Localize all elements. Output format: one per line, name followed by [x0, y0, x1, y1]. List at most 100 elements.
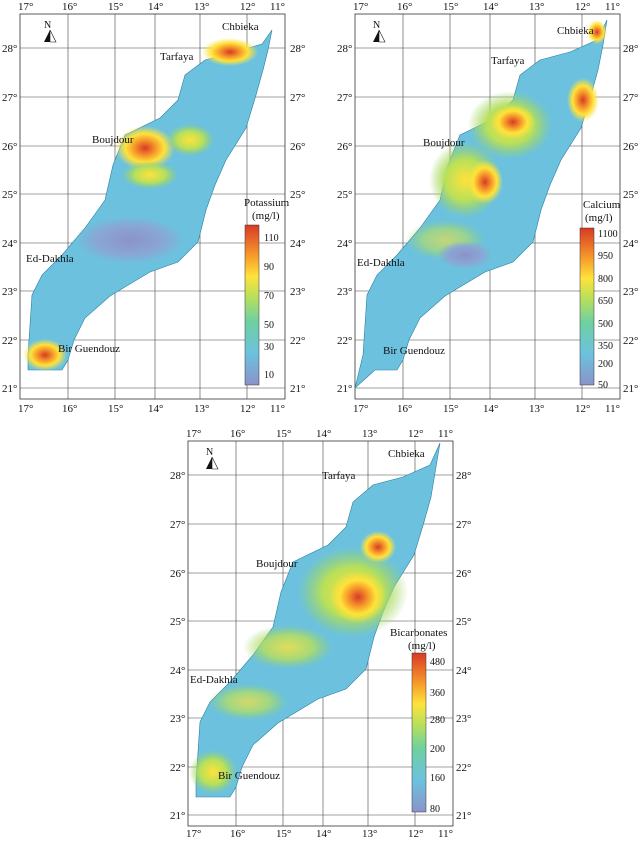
north-arrow-icon: N	[44, 20, 57, 43]
lat-label: 23°	[337, 286, 352, 298]
lon-label: 17°	[353, 1, 368, 13]
lat-label: 25°	[290, 189, 305, 201]
lon-labels-top: 17° 16° 15° 14° 13° 12° 11°	[18, 1, 285, 13]
lon-label: 16°	[230, 828, 245, 840]
lat-label: 26°	[170, 568, 185, 580]
lon-label: 14°	[148, 403, 163, 415]
lon-labels-top: 17° 16° 15° 14° 13° 12° 11°	[353, 1, 620, 13]
lon-label: 12°	[408, 428, 423, 440]
lat-label: 23°	[2, 286, 17, 298]
lat-labels-right: 28° 27° 26° 25° 24° 23° 22° 21°	[456, 470, 471, 822]
lon-labels-bottom: 17° 16° 15° 14° 13° 12° 11°	[186, 828, 453, 840]
place-tarfaya: Tarfaya	[160, 51, 194, 63]
legend-tick: 30	[264, 342, 274, 353]
lat-label: 22°	[623, 335, 638, 347]
lat-label: 28°	[2, 43, 17, 55]
lat-label: 25°	[337, 189, 352, 201]
place-chbieka: Chbieka	[557, 25, 594, 37]
north-arrow-icon: N	[206, 447, 219, 470]
lat-label: 22°	[456, 762, 471, 774]
legend-colorbar	[579, 227, 595, 386]
lat-label: 26°	[623, 141, 638, 153]
lat-label: 27°	[623, 92, 638, 104]
place-boujdour: Boujdour	[256, 558, 298, 570]
lat-label: 27°	[456, 519, 471, 531]
legend-tick: 280	[430, 715, 445, 726]
lat-labels-right: 28° 27° 26° 25° 24° 23° 22° 21°	[290, 43, 305, 395]
lat-labels-right: 28° 27° 26° 25° 24° 23° 22° 21°	[623, 43, 638, 395]
lon-label: 11°	[270, 403, 285, 415]
lat-label: 28°	[337, 43, 352, 55]
place-bir-guendouz: Bir Guendouz	[218, 770, 280, 782]
lat-label: 24°	[290, 238, 305, 250]
lat-labels-left: 28° 27° 26° 25° 24° 23° 22° 21°	[2, 43, 17, 395]
lon-label: 12°	[240, 403, 255, 415]
lon-label: 17°	[353, 403, 368, 415]
lat-label: 21°	[170, 810, 185, 822]
lon-labels-top: 17° 16° 15° 14° 13° 12° 11°	[186, 428, 453, 440]
place-labels: Chbieka Tarfaya Boujdour Ed-Dakhla Bir G…	[190, 448, 425, 782]
lat-label: 24°	[456, 665, 471, 677]
lon-label: 17°	[186, 428, 201, 440]
lon-label: 11°	[270, 1, 285, 13]
lon-label: 12°	[408, 828, 423, 840]
north-label: N	[206, 447, 213, 458]
place-ed-dakhla: Ed-Dakhla	[26, 253, 74, 265]
lat-label: 28°	[290, 43, 305, 55]
place-chbieka: Chbieka	[222, 21, 259, 33]
lon-label: 16°	[62, 1, 77, 13]
legend-tick: 950	[598, 251, 613, 262]
legend-tick: 480	[430, 657, 445, 668]
lon-label: 16°	[230, 428, 245, 440]
lon-label: 15°	[443, 403, 458, 415]
lat-label: 21°	[2, 383, 17, 395]
lat-label: 26°	[290, 141, 305, 153]
lat-label: 21°	[337, 383, 352, 395]
north-label: N	[44, 20, 51, 31]
lon-label: 13°	[194, 1, 209, 13]
legend-potassium: Potassium (mg/l) 110 90 70 50 30 10	[244, 197, 290, 386]
lat-label: 24°	[170, 665, 185, 677]
lon-label: 17°	[186, 828, 201, 840]
lon-labels-bottom: 17° 16° 15° 14° 13° 12° 11°	[353, 403, 620, 415]
place-boujdour: Boujdour	[92, 134, 134, 146]
lon-label: 14°	[483, 403, 498, 415]
legend-colorbar	[411, 652, 427, 813]
legend-unit: (mg/l)	[585, 212, 613, 224]
lon-label: 14°	[316, 428, 331, 440]
place-tarfaya: Tarfaya	[491, 55, 525, 67]
panel-potassium: 17° 16° 15° 14° 13° 12° 11° 17° 16° 15° …	[2, 1, 305, 415]
panel-bicarbonates: 17° 16° 15° 14° 13° 12° 11° 17° 16° 15° …	[170, 428, 471, 840]
lon-label: 17°	[18, 403, 33, 415]
lat-label: 27°	[290, 92, 305, 104]
lon-label: 16°	[397, 403, 412, 415]
lat-label: 27°	[337, 92, 352, 104]
lat-label: 22°	[170, 762, 185, 774]
lon-label: 13°	[194, 403, 209, 415]
legend-tick: 160	[430, 773, 445, 784]
lon-label: 13°	[362, 428, 377, 440]
place-bir-guendouz: Bir Guendouz	[58, 343, 120, 355]
lon-label: 12°	[575, 403, 590, 415]
lon-label: 13°	[529, 403, 544, 415]
legend-tick: 200	[430, 744, 445, 755]
lon-label: 15°	[108, 403, 123, 415]
lon-label: 12°	[575, 1, 590, 13]
legend-tick: 360	[430, 688, 445, 699]
lon-label: 13°	[362, 828, 377, 840]
legend-unit: (mg/l)	[252, 210, 280, 222]
lat-label: 21°	[290, 383, 305, 395]
panel-calcium: 17° 16° 15° 14° 13° 12° 11° 17° 16° 15° …	[337, 1, 638, 415]
lon-label: 16°	[62, 403, 77, 415]
map-surface	[354, 19, 608, 389]
legend-tick: 110	[264, 233, 279, 244]
legend-tick: 200	[598, 359, 613, 370]
place-tarfaya: Tarfaya	[322, 470, 356, 482]
lat-label: 26°	[456, 568, 471, 580]
lon-label: 16°	[397, 1, 412, 13]
lat-label: 22°	[337, 335, 352, 347]
lon-label: 15°	[276, 428, 291, 440]
lon-label: 15°	[276, 828, 291, 840]
lat-label: 26°	[337, 141, 352, 153]
